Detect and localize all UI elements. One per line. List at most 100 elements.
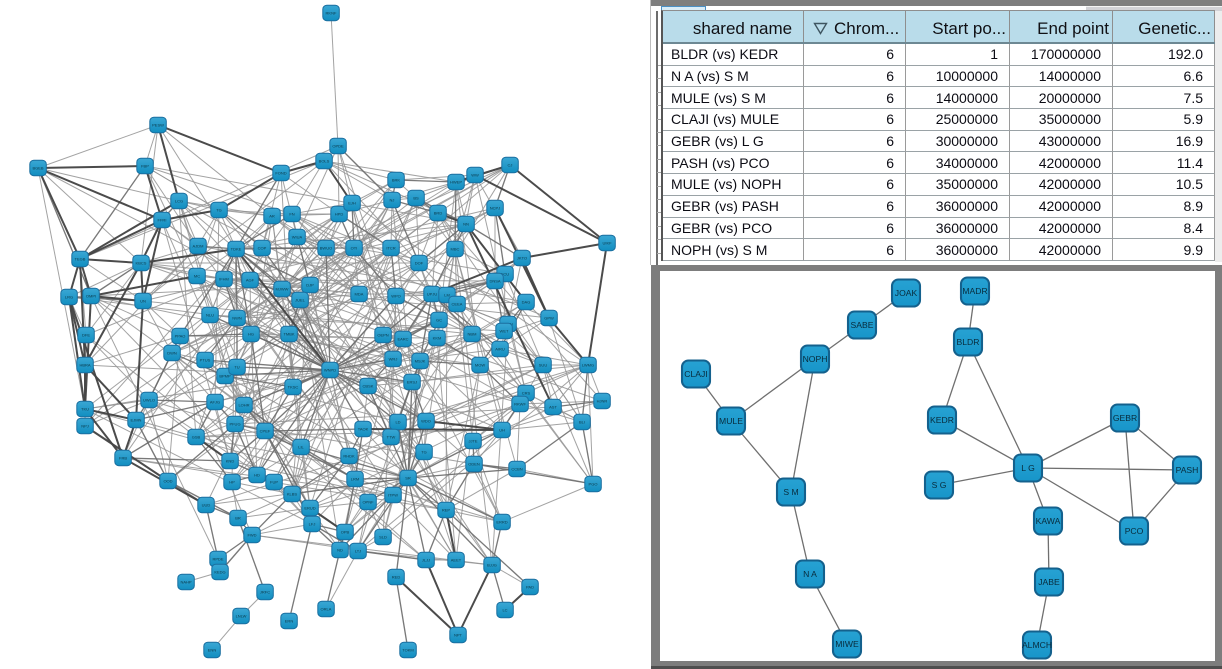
svg-text:WRJ: WRJ	[389, 357, 398, 362]
svg-text:LWMG: LWMG	[582, 363, 594, 368]
svg-text:OPNF: OPNF	[362, 500, 374, 505]
svg-text:RPDE: RPDE	[212, 557, 223, 562]
svg-text:GPW: GPW	[544, 316, 554, 321]
svg-text:KLBS: KLBS	[287, 492, 298, 497]
svg-text:LNLW: LNLW	[236, 614, 247, 619]
svg-text:JABE: JABE	[1038, 577, 1060, 587]
svg-text:LC: LC	[502, 608, 507, 613]
svg-text:MOW: MOW	[475, 363, 485, 368]
svg-text:DOF: DOF	[415, 261, 424, 266]
svg-text:NPJ: NPJ	[81, 424, 89, 429]
svg-text:WPO: WPO	[391, 294, 401, 299]
svg-text:LTJ: LTJ	[355, 549, 361, 554]
svg-text:HWEP: HWEP	[450, 180, 462, 185]
svg-text:RKWF: RKWF	[514, 402, 526, 407]
svg-text:JOAK: JOAK	[895, 288, 918, 298]
svg-text:BOLS: BOLS	[319, 159, 330, 164]
svg-text:AGF: AGF	[246, 278, 255, 283]
svg-text:FWD: FWD	[247, 533, 256, 538]
svg-text:ORLA: ORLA	[321, 607, 332, 612]
svg-text:BJJG: BJJG	[487, 563, 497, 568]
svg-text:KEDR: KEDR	[930, 415, 954, 425]
svg-text:HJNR: HJNR	[597, 399, 608, 404]
svg-text:BR: BR	[235, 516, 241, 521]
svg-text:RKNF: RKNF	[326, 11, 337, 16]
svg-text:KBCS: KBCS	[136, 261, 147, 266]
svg-text:AIRU: AIRU	[495, 347, 505, 352]
svg-text:ALMCH: ALMCH	[1022, 640, 1052, 650]
svg-text:NWN: NWN	[232, 316, 242, 321]
svg-text:TG: TG	[216, 208, 222, 213]
svg-text:CPEF: CPEF	[260, 429, 271, 434]
svg-text:DWN: DWN	[167, 351, 177, 356]
svg-text:CJ: CJ	[508, 163, 513, 168]
svg-text:NAHP: NAHP	[180, 580, 191, 585]
svg-text:UH: UH	[499, 428, 505, 433]
svg-text:KND: KND	[226, 459, 235, 464]
svg-text:AJDM: AJDM	[193, 244, 204, 249]
svg-text:WNPD: WNPD	[324, 368, 336, 373]
svg-text:KKM: KKM	[433, 336, 442, 341]
svg-text:EJH: EJH	[348, 201, 356, 206]
svg-text:SUU: SUU	[539, 363, 548, 368]
svg-text:RHDK: RHDK	[343, 454, 355, 459]
svg-text:UN: UN	[140, 299, 146, 304]
svg-text:BWUO: BWUO	[320, 246, 332, 251]
svg-text:OTI: OTI	[351, 246, 358, 251]
svg-text:HBRA: HBRA	[79, 363, 90, 368]
svg-text:REP: REP	[442, 508, 451, 513]
svg-text:HP: HP	[229, 480, 235, 485]
svg-text:UPJU: UPJU	[427, 292, 438, 297]
svg-text:CCBN: CCBN	[511, 467, 522, 472]
svg-text:WDO: WDO	[421, 419, 431, 424]
svg-text:BLI: BLI	[579, 420, 585, 425]
svg-text:OPB: OPB	[341, 530, 350, 535]
svg-text:SR: SR	[405, 476, 411, 481]
svg-text:OPDE: OPDE	[332, 144, 344, 149]
svg-text:HG: HG	[248, 332, 254, 337]
svg-text:KAWA: KAWA	[1036, 516, 1061, 526]
svg-text:NCPJ: NCPJ	[490, 206, 500, 211]
svg-text:KEDG: KEDG	[214, 570, 225, 575]
svg-text:BRD: BRD	[434, 211, 443, 216]
svg-text:IFHM: IFHM	[219, 277, 229, 282]
svg-text:ERRD: ERRD	[496, 520, 507, 525]
svg-text:WW: WW	[471, 173, 479, 178]
svg-text:OOD: OOD	[163, 479, 172, 484]
svg-text:S M: S M	[783, 487, 798, 497]
svg-text:CRS: CRS	[522, 391, 531, 396]
svg-text:LRM: LRM	[351, 477, 359, 482]
svg-text:JRFC: JRFC	[260, 590, 270, 595]
svg-text:FN: FN	[289, 212, 294, 217]
svg-text:DNSA: DNSA	[489, 279, 500, 284]
svg-text:TMBK: TMBK	[283, 332, 294, 337]
svg-text:JKTO: JKTO	[517, 256, 527, 261]
svg-text:DAG: DAG	[522, 300, 531, 305]
svg-text:AST: AST	[549, 405, 557, 410]
svg-text:MSJK: MSJK	[415, 359, 426, 364]
svg-text:HPD: HPD	[335, 212, 344, 217]
svg-text:DJP: DJP	[306, 283, 314, 288]
svg-text:BPMP: BPMP	[219, 374, 231, 379]
svg-text:GC: GC	[436, 318, 442, 323]
svg-text:TEGB: TEGB	[75, 257, 86, 262]
svg-text:LRG: LRG	[65, 295, 73, 300]
svg-text:WIUA: WIUA	[292, 235, 303, 240]
svg-text:PCO: PCO	[1125, 526, 1144, 536]
svg-text:EJMN: EJMN	[131, 418, 142, 423]
svg-text:FFRI: FFRI	[158, 218, 167, 223]
svg-text:UUD: UUD	[202, 503, 211, 508]
svg-text:LIL: LIL	[298, 445, 304, 450]
svg-text:BLDR: BLDR	[957, 337, 980, 347]
svg-text:FRB: FRB	[119, 456, 127, 461]
svg-text:EARC: EARC	[397, 337, 408, 342]
svg-text:MIWE: MIWE	[835, 639, 859, 649]
svg-text:WET: WET	[500, 329, 509, 334]
svg-text:TKSC: TKSC	[288, 385, 299, 390]
svg-text:NLU: NLU	[206, 313, 214, 318]
svg-text:TAOK: TAOK	[358, 427, 369, 432]
svg-text:LD: LD	[395, 420, 400, 425]
svg-text:HD: HD	[254, 473, 260, 478]
svg-text:BS: BS	[413, 196, 419, 201]
svg-text:LM: LM	[444, 293, 450, 298]
